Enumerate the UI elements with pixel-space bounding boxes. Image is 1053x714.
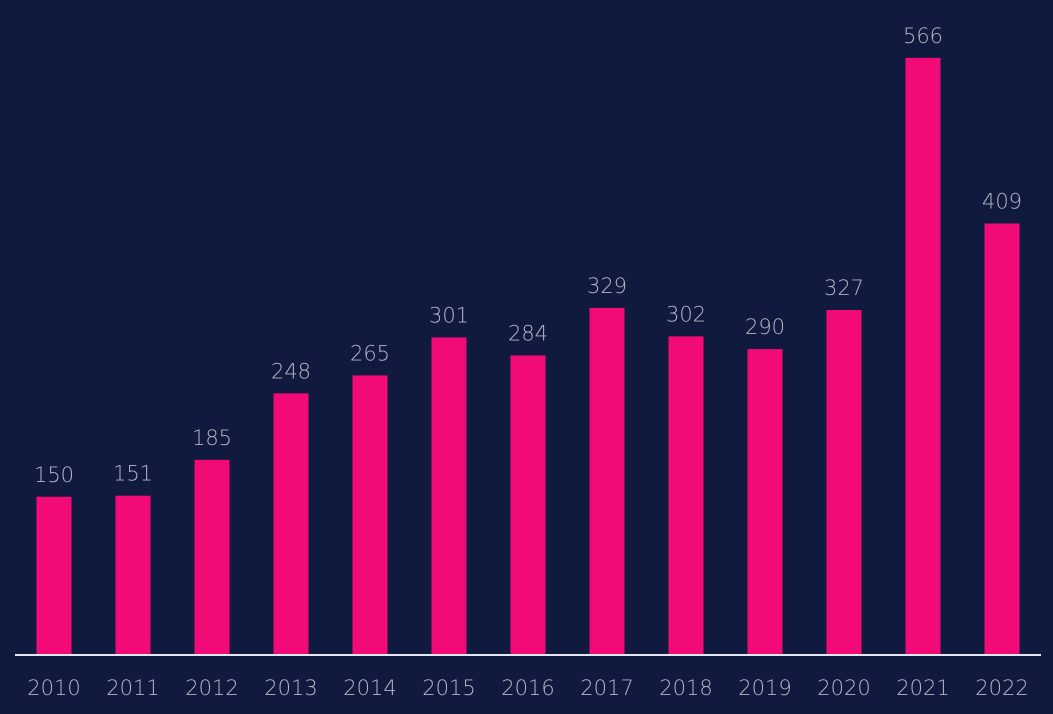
- value-label-2022: 409: [982, 190, 1022, 214]
- bar-2020: [826, 310, 862, 655]
- bar-2010: [36, 496, 72, 655]
- bar-2017: [589, 307, 625, 655]
- bar-2022: [984, 223, 1020, 655]
- value-label-2014: 265: [350, 341, 390, 365]
- bar-2016: [510, 355, 546, 655]
- x-tick-label-2015: 2015: [422, 676, 475, 700]
- value-label-2017: 329: [587, 274, 627, 298]
- value-label-2010: 150: [34, 463, 74, 487]
- x-tick-label-2017: 2017: [580, 676, 633, 700]
- x-tick-label-2022: 2022: [975, 676, 1028, 700]
- x-tick-label-2011: 2011: [106, 676, 159, 700]
- value-labels-layer: 150 151 185 248 265 301 284 329 302 290 327 566 409: [34, 24, 1022, 487]
- x-tick-label-2010: 2010: [27, 676, 80, 700]
- bar-2019: [747, 349, 783, 655]
- bar-2021: [905, 57, 941, 656]
- value-label-2015: 301: [429, 303, 469, 327]
- value-label-2020: 327: [824, 276, 864, 300]
- x-tick-label-2018: 2018: [659, 676, 712, 700]
- bar-2018: [668, 336, 704, 655]
- value-label-2021: 566: [903, 24, 943, 48]
- x-tick-label-2012: 2012: [185, 676, 238, 700]
- bar-2012: [194, 459, 230, 655]
- value-label-2016: 284: [508, 321, 548, 345]
- value-label-2011: 151: [113, 462, 153, 486]
- bars-layer: [36, 57, 1020, 656]
- x-tick-label-2020: 2020: [817, 676, 870, 700]
- value-label-2019: 290: [745, 315, 785, 339]
- x-tick-label-2014: 2014: [343, 676, 396, 700]
- x-tick-labels-layer: 2010 2011 2012 2013 2014 2015 2016 2017 2018 2019…: [27, 676, 1028, 700]
- bar-2013: [273, 393, 309, 655]
- x-tick-label-2016: 2016: [501, 676, 554, 700]
- x-tick-label-2013: 2013: [264, 676, 317, 700]
- bar-2015: [431, 337, 467, 655]
- bar-2011: [115, 495, 151, 655]
- value-label-2013: 248: [271, 359, 311, 383]
- x-tick-label-2021: 2021: [896, 676, 949, 700]
- value-label-2018: 302: [666, 302, 706, 326]
- bar-2014: [352, 375, 388, 655]
- value-label-2012: 185: [192, 426, 232, 450]
- x-tick-label-2019: 2019: [738, 676, 791, 700]
